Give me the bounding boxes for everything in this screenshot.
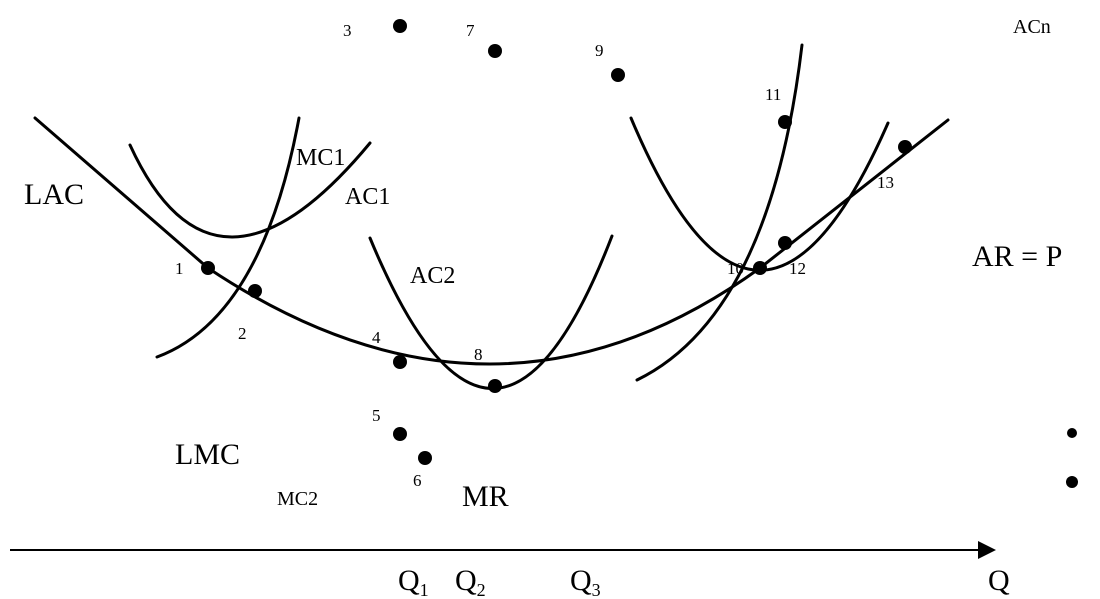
point-5 bbox=[393, 427, 407, 441]
ac1-curve bbox=[128, 141, 372, 239]
tick-q2: Q2 bbox=[455, 564, 486, 599]
acn-curve bbox=[629, 116, 890, 272]
mr-label: MR bbox=[462, 480, 509, 513]
ac2-curve bbox=[368, 234, 614, 390]
point-12 bbox=[778, 236, 792, 250]
lac-label: LAC bbox=[24, 178, 84, 211]
point-7 bbox=[488, 44, 502, 58]
point-1 bbox=[201, 261, 215, 275]
point-label-2: 2 bbox=[238, 324, 247, 343]
acn-label: ACn bbox=[1013, 16, 1051, 38]
point-11 bbox=[778, 115, 792, 129]
ac1-label: AC1 bbox=[345, 184, 390, 210]
point-3 bbox=[393, 19, 407, 33]
lmc-label: LMC bbox=[175, 438, 240, 471]
point-label-7: 7 bbox=[466, 21, 475, 40]
point-8 bbox=[488, 379, 502, 393]
point-label-4: 4 bbox=[372, 328, 381, 347]
point-label-11: 11 bbox=[765, 85, 781, 104]
point-label-1: 1 bbox=[175, 259, 184, 278]
point-label-9: 9 bbox=[595, 41, 604, 60]
quantity-axis bbox=[10, 541, 996, 559]
tick-q3: Q3 bbox=[570, 564, 601, 599]
point-10 bbox=[753, 261, 767, 275]
lac-curve bbox=[33, 116, 950, 366]
curve-labels: LAC LMC MC1 AC1 AC2 MC2 ACn AR = P MR bbox=[24, 16, 1062, 513]
lmc-curve bbox=[635, 43, 804, 382]
axis-arrowhead bbox=[978, 541, 996, 559]
point-label-12: 12 bbox=[789, 259, 806, 278]
curves bbox=[33, 43, 950, 390]
tick-q1: Q1 bbox=[398, 564, 429, 599]
mc1-curve bbox=[155, 116, 301, 359]
point-label-10: 10 bbox=[727, 259, 744, 278]
axis-label-q: Q bbox=[988, 564, 1010, 597]
point-label-13: 13 bbox=[877, 173, 894, 192]
point-label-8: 8 bbox=[474, 345, 483, 364]
marker-dot-upper bbox=[1067, 428, 1077, 438]
point-9 bbox=[611, 68, 625, 82]
point-label-5: 5 bbox=[372, 406, 381, 425]
point-6 bbox=[418, 451, 432, 465]
point-4 bbox=[393, 355, 407, 369]
point-labels: 1 2 3 4 5 6 7 8 9 10 11 12 13 bbox=[175, 21, 894, 490]
marker-dot-lower bbox=[1066, 476, 1078, 488]
point-13 bbox=[898, 140, 912, 154]
point-2 bbox=[248, 284, 262, 298]
points bbox=[201, 19, 1078, 488]
ar-label: AR = P bbox=[972, 240, 1062, 273]
point-label-6: 6 bbox=[413, 471, 422, 490]
mc2-label: MC2 bbox=[277, 488, 318, 510]
ac2-label: AC2 bbox=[410, 263, 455, 289]
point-label-3: 3 bbox=[343, 21, 352, 40]
mc1-label: MC1 bbox=[296, 145, 345, 171]
axis-labels: Q1 Q2 Q3 Q bbox=[398, 564, 1010, 599]
